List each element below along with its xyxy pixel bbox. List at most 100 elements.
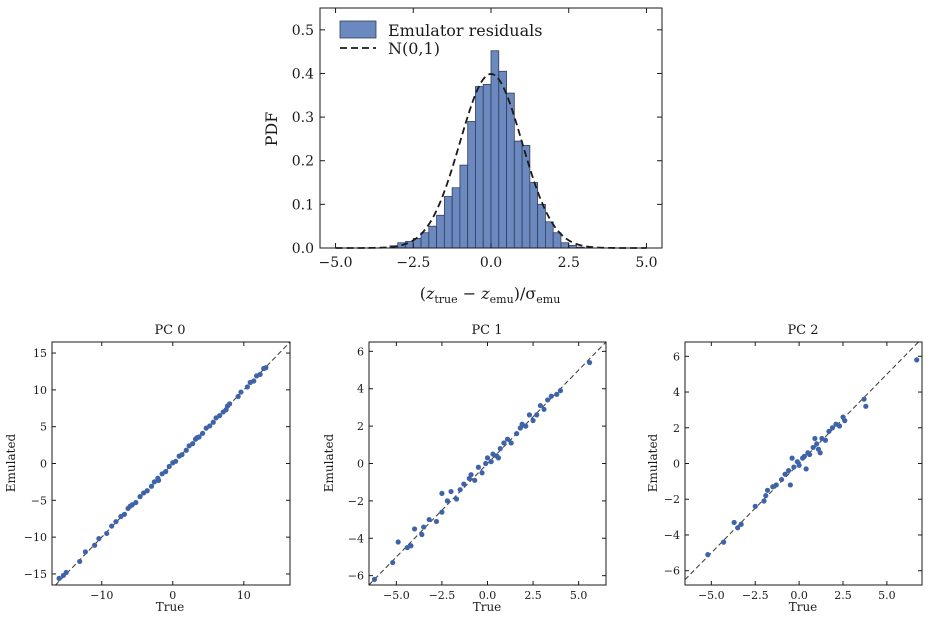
scatter-point	[796, 462, 802, 468]
scatter-point	[200, 430, 206, 436]
scatter-point	[194, 435, 200, 441]
histogram-bar	[475, 86, 484, 249]
ytick-label: 0	[40, 458, 47, 471]
histogram-ytick-label: 0.0	[292, 241, 314, 257]
scatter-point	[803, 466, 809, 472]
ytick-label: −10	[24, 531, 47, 544]
scatter-point	[419, 531, 425, 538]
ytick-label: 4	[673, 386, 680, 399]
scatter-point	[537, 402, 543, 409]
scatter-point	[82, 549, 88, 555]
scatter-point	[217, 413, 223, 419]
scatter-point	[791, 464, 797, 470]
scatter-point	[113, 519, 119, 525]
scatter-point	[472, 477, 478, 483]
scatter-point	[914, 357, 920, 363]
scatter-point	[761, 498, 767, 504]
histogram-bar	[506, 92, 515, 249]
xtick-label: 0.0	[479, 589, 497, 602]
identity-line-pc2	[684, 341, 919, 581]
xtick-label: 2.5	[524, 589, 542, 602]
xtick-label: −5.0	[383, 589, 410, 602]
scatter-panel-pc2: PC 2 True Emulated −5.0 −2.5 0.0 2.5 5.0 −6 −4…	[646, 323, 923, 614]
xtick-label: 10	[237, 589, 251, 602]
scatter-point	[519, 421, 525, 427]
ytick-label: 6	[673, 350, 680, 363]
histogram-ytick-label: 0.3	[292, 110, 314, 126]
scatter-point	[163, 469, 169, 475]
scatter-point	[586, 359, 593, 366]
legend-label-residuals: Emulator residuals	[388, 21, 542, 40]
scatter-point	[514, 430, 520, 437]
scatter-point	[251, 378, 257, 384]
ytick-label: −2	[664, 493, 680, 506]
xtick-label: 0	[169, 589, 176, 602]
scatter-point	[408, 543, 414, 549]
scatter-point	[155, 477, 162, 484]
scatter-point	[207, 423, 213, 429]
ylabel-pc0: Emulated	[4, 433, 18, 492]
xtick-label: −2.5	[429, 589, 456, 602]
scatter-point	[501, 440, 507, 446]
scatter-point	[836, 423, 843, 429]
histogram-ytick-label: 0.5	[292, 23, 314, 39]
histogram-bar	[467, 121, 476, 249]
scatter-point	[63, 569, 69, 576]
histogram-xtick-label: 2.5	[558, 255, 580, 271]
scatter-point	[166, 463, 172, 470]
scatter-point	[554, 391, 560, 397]
scatter-point	[541, 406, 547, 412]
scatter-point	[782, 471, 788, 477]
scatter-point	[735, 525, 741, 531]
xtick-label: 0.0	[790, 589, 808, 602]
scatter-point	[263, 365, 269, 371]
panel-title-pc0: PC 0	[154, 323, 185, 338]
histogram-bar	[428, 225, 437, 249]
scatter-point	[829, 425, 836, 431]
scatter-point	[484, 455, 491, 461]
scatter-point	[483, 460, 489, 467]
legend: Emulator residuals N(0,1)	[339, 20, 542, 58]
histogram-ytick-label: 0.1	[292, 197, 314, 213]
normal-pdf-curve	[335, 73, 647, 249]
ylabel-pc2: Emulated	[646, 433, 660, 492]
scatter-point	[764, 487, 771, 493]
histogram-ylabel: PDF	[262, 112, 281, 147]
ytick-label: 2	[357, 420, 364, 433]
histogram-bar	[420, 232, 430, 249]
scatter-point	[801, 453, 807, 459]
scatter-point	[534, 412, 540, 418]
scatter-point	[426, 516, 432, 523]
scatter-point	[861, 396, 867, 402]
histogram-bar	[521, 145, 531, 249]
histogram-bar	[490, 50, 500, 249]
scatter-point	[244, 384, 250, 390]
ytick-label: −4	[348, 532, 364, 545]
histogram-xlabel: (ztrue − zemu)/σemu	[420, 284, 561, 306]
ytick-label: −4	[664, 529, 680, 542]
scatter-point	[448, 488, 454, 495]
histogram-bar	[405, 241, 414, 249]
scatter-point	[257, 371, 263, 377]
scatter-point	[763, 493, 769, 499]
scatter-point	[475, 464, 481, 470]
scatter-point	[842, 418, 848, 424]
histogram-bar	[482, 83, 492, 249]
legend-label-normal: N(0,1)	[388, 39, 440, 58]
scatter-point	[96, 536, 102, 542]
ylabel-pc1: Emulated	[322, 433, 336, 492]
scatter-point	[508, 440, 514, 446]
scatter-point	[439, 509, 445, 515]
scatter-point	[731, 519, 737, 526]
xtick-label: −5.0	[698, 589, 725, 602]
scatter-point	[179, 452, 185, 458]
scatter-point	[395, 539, 401, 545]
histogram-bar	[498, 70, 507, 249]
histogram-bar	[545, 221, 554, 249]
scatter-point	[545, 397, 551, 403]
scatter-point	[773, 482, 779, 488]
histogram-xtick-label: −5.0	[319, 255, 353, 271]
histogram-bar	[552, 232, 562, 249]
scatter-point	[137, 494, 143, 500]
